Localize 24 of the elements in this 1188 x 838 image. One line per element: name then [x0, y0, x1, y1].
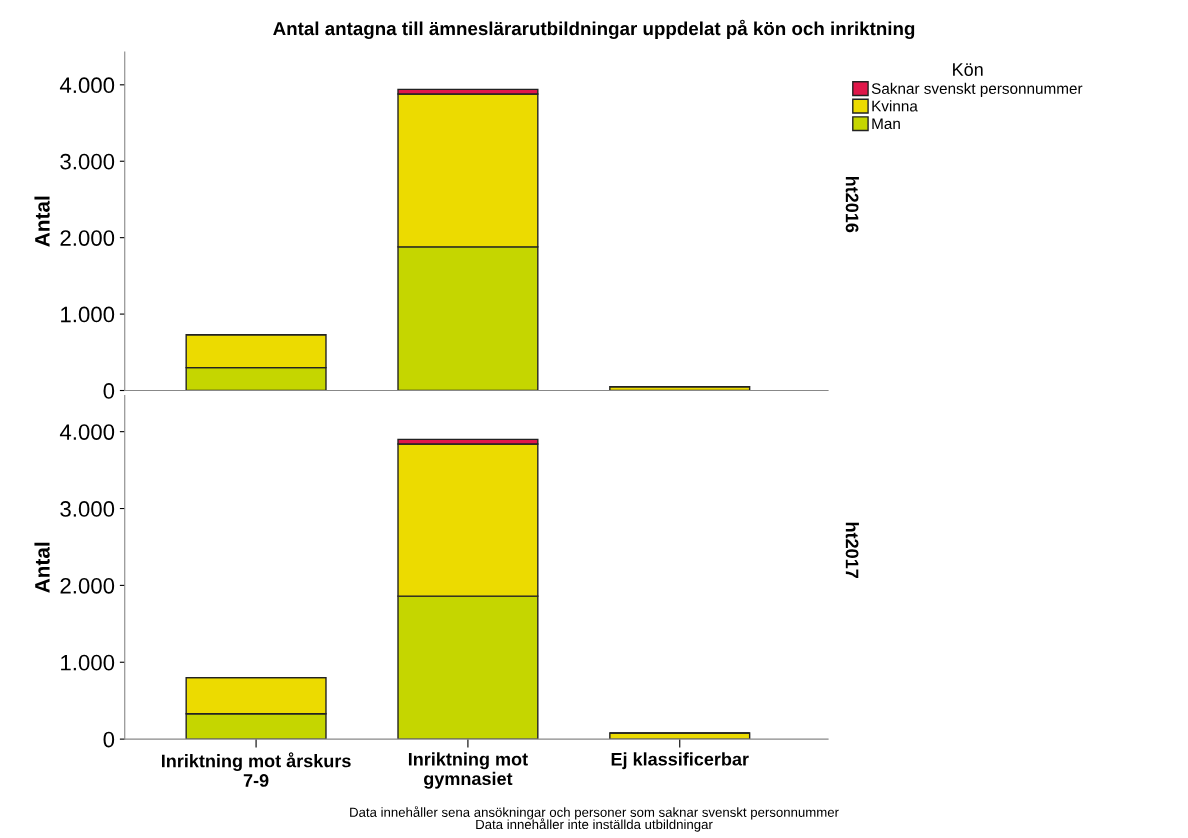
y-tick-label: 0 — [103, 731, 115, 748]
y-tick-label: 3.000 — [60, 153, 115, 170]
y-tick-label: 4.000 — [59, 77, 115, 94]
y-tick-label: 1.000 — [61, 654, 115, 671]
y-axis-title: Antal — [34, 542, 50, 593]
y-tick-label: 3.000 — [60, 501, 115, 517]
y2-axis-title: ht2017 — [845, 522, 859, 578]
text: Data innehåller sena ansökningar och personer som saknar svenskt personnummer — [350, 806, 839, 820]
x-tick-label: Ej klassificerbar — [611, 752, 749, 770]
y2-axis-title: ht2016 — [845, 176, 859, 233]
y-tick-label: 2.000 — [60, 230, 115, 246]
y-tick-label: 2.000 — [60, 577, 115, 594]
chart-title: Antal antagna till ämneslärarutbildningar uppdelat på kön och inriktning — [273, 19, 915, 40]
y-tick-label: 4.000 — [59, 424, 115, 440]
y-tick-label: 0 — [103, 383, 115, 399]
legend-label: Kvinna — [872, 100, 918, 112]
y-axis-title: Antal — [34, 196, 50, 247]
text: Data innehåller inte inställda utbildningar — [476, 818, 713, 832]
legend-label: Saknar svenskt personnummer — [871, 82, 1083, 98]
y-tick-label: 1.000 — [61, 306, 115, 323]
x-tick-label: Inriktning mot årskurs 7-9 — [161, 752, 351, 787]
x-tick-label: Inriktning mot gymnasiet — [408, 752, 528, 789]
legend-label: Man — [872, 118, 900, 130]
legend-title: Kön — [953, 63, 983, 76]
